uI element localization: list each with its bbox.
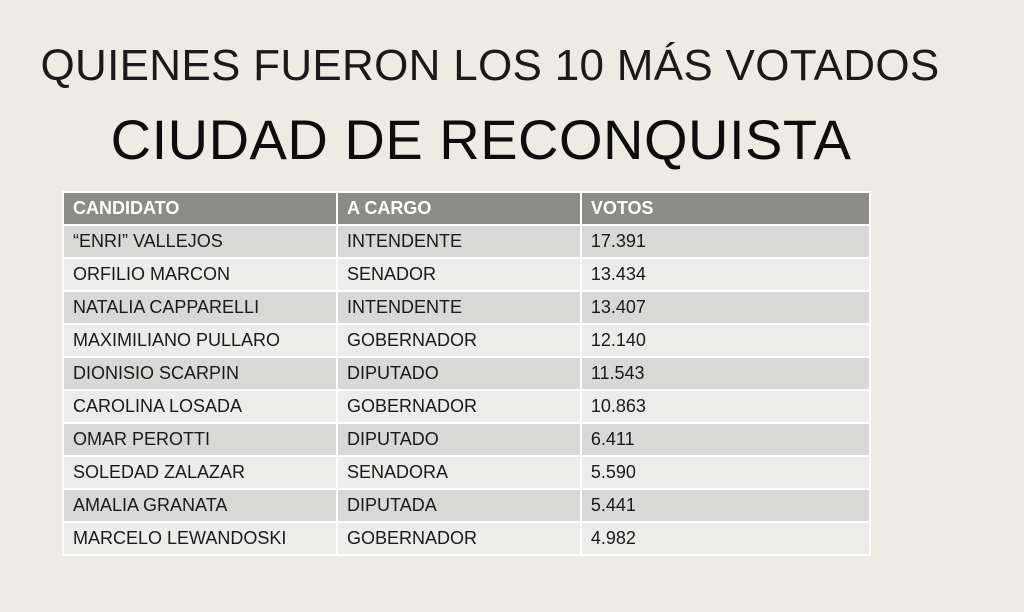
results-table: CANDIDATO A CARGO VOTOS “ENRI” VALLEJOS … (61, 191, 872, 556)
cell-a-cargo: DIPUTADA (336, 488, 582, 523)
header-votos: VOTOS (579, 191, 872, 226)
table-row: “ENRI” VALLEJOS INTENDENTE 17.391 (61, 224, 872, 259)
table-row: SOLEDAD ZALAZAR SENADORA 5.590 (61, 455, 872, 490)
cell-candidato: MAXIMILIANO PULLARO (61, 323, 339, 358)
cell-votos: 13.434 (579, 257, 872, 292)
cell-votos: 17.391 (579, 224, 872, 259)
cell-candidato: NATALIA CAPPARELLI (61, 290, 339, 325)
cell-candidato: “ENRI” VALLEJOS (61, 224, 339, 259)
table-row: AMALIA GRANATA DIPUTADA 5.441 (61, 488, 872, 523)
cell-votos: 4.982 (579, 521, 872, 556)
table-row: MARCELO LEWANDOSKI GOBERNADOR 4.982 (61, 521, 872, 556)
table-row: NATALIA CAPPARELLI INTENDENTE 13.407 (61, 290, 872, 325)
cell-a-cargo: DIPUTADO (336, 356, 582, 391)
slide-title: QUIENES FUERON LOS 10 MÁS VOTADOS (40, 41, 940, 90)
cell-votos: 5.590 (579, 455, 872, 490)
cell-a-cargo: GOBERNADOR (336, 323, 582, 358)
header-candidato: CANDIDATO (61, 191, 339, 226)
table-header-row: CANDIDATO A CARGO VOTOS (61, 191, 872, 226)
cell-a-cargo: SENADORA (336, 455, 582, 490)
table-header: CANDIDATO A CARGO VOTOS (61, 191, 872, 226)
cell-votos: 13.407 (579, 290, 872, 325)
cell-a-cargo: GOBERNADOR (336, 389, 582, 424)
slide-subtitle: CIUDAD DE RECONQUISTA (110, 108, 852, 171)
header-a-cargo: A CARGO (336, 191, 582, 226)
cell-candidato: MARCELO LEWANDOSKI (61, 521, 339, 556)
cell-a-cargo: GOBERNADOR (336, 521, 582, 556)
table-row: MAXIMILIANO PULLARO GOBERNADOR 12.140 (61, 323, 872, 358)
cell-votos: 11.543 (579, 356, 872, 391)
table-row: CAROLINA LOSADA GOBERNADOR 10.863 (61, 389, 872, 424)
cell-votos: 10.863 (579, 389, 872, 424)
cell-candidato: SOLEDAD ZALAZAR (61, 455, 339, 490)
cell-a-cargo: INTENDENTE (336, 224, 582, 259)
table-row: OMAR PEROTTI DIPUTADO 6.411 (61, 422, 872, 457)
cell-a-cargo: INTENDENTE (336, 290, 582, 325)
table-row: DIONISIO SCARPIN DIPUTADO 11.543 (61, 356, 872, 391)
cell-votos: 5.441 (579, 488, 872, 523)
cell-a-cargo: SENADOR (336, 257, 582, 292)
cell-votos: 12.140 (579, 323, 872, 358)
cell-a-cargo: DIPUTADO (336, 422, 582, 457)
table-body: “ENRI” VALLEJOS INTENDENTE 17.391 ORFILI… (61, 224, 872, 556)
cell-candidato: OMAR PEROTTI (61, 422, 339, 457)
table-row: ORFILIO MARCON SENADOR 13.434 (61, 257, 872, 292)
cell-candidato: ORFILIO MARCON (61, 257, 339, 292)
cell-candidato: DIONISIO SCARPIN (61, 356, 339, 391)
cell-candidato: CAROLINA LOSADA (61, 389, 339, 424)
cell-votos: 6.411 (579, 422, 872, 457)
cell-candidato: AMALIA GRANATA (61, 488, 339, 523)
